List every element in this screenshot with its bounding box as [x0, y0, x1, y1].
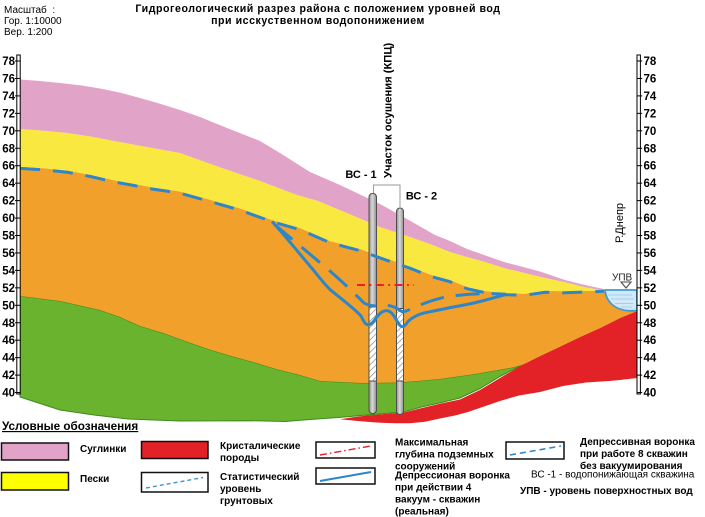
svg-text:76: 76: [2, 74, 15, 86]
svg-text:при исскуственном водопониже: при исскуственном водопонижением: [211, 15, 425, 27]
svg-text:50: 50: [644, 300, 657, 312]
svg-text:ВС -1 - водопонижающая скважин: ВС -1 - водопонижающая скважина: [531, 470, 695, 481]
svg-text:Участок осушения (КПЦ): Участок осушения (КПЦ): [383, 43, 395, 178]
svg-text:72: 72: [644, 108, 657, 120]
svg-text:54: 54: [644, 265, 657, 277]
svg-text:76: 76: [644, 74, 657, 86]
svg-text:сооружений: сооружений: [395, 462, 455, 473]
svg-text:70: 70: [2, 126, 15, 138]
svg-text:56: 56: [644, 248, 657, 260]
svg-text:60: 60: [2, 213, 15, 225]
svg-text:Статистический: Статистический: [220, 472, 299, 483]
svg-text:74: 74: [644, 91, 657, 103]
svg-text:48: 48: [2, 318, 15, 330]
svg-text:Депрессионая воронка: Депрессионая воронка: [395, 471, 510, 482]
svg-text:78: 78: [644, 56, 657, 68]
svg-text:48: 48: [644, 318, 657, 330]
svg-text:Максимальная: Максимальная: [395, 438, 469, 449]
svg-text:глубина подземных: глубина подземных: [395, 449, 494, 461]
svg-text:породы: породы: [220, 453, 259, 464]
svg-text:44: 44: [2, 353, 15, 365]
svg-text:42: 42: [2, 370, 15, 382]
svg-text:46: 46: [644, 335, 657, 347]
svg-text:Масштаб :: Масштаб :: [4, 4, 55, 16]
svg-text:64: 64: [644, 178, 657, 190]
svg-text:ВС - 1: ВС - 1: [345, 169, 376, 181]
svg-text:62: 62: [2, 196, 15, 208]
svg-text:при работе 8 скважин: при работе 8 скважин: [580, 448, 688, 460]
svg-text:Р.Днепр: Р.Днепр: [614, 203, 626, 243]
svg-text:Гор. 1:10000: Гор. 1:10000: [4, 16, 62, 27]
svg-text:Вер. 1:200: Вер. 1:200: [4, 27, 53, 38]
svg-text:66: 66: [644, 161, 657, 173]
svg-text:62: 62: [644, 196, 657, 208]
svg-text:66: 66: [2, 161, 15, 173]
svg-text:УПВ - уровень поверхностных в: УПВ - уровень поверхностных вод: [520, 486, 693, 497]
svg-text:(реальная): (реальная): [395, 507, 449, 517]
svg-text:при действии 4: при действии 4: [395, 483, 472, 494]
svg-text:74: 74: [2, 91, 15, 103]
svg-text:78: 78: [2, 56, 15, 68]
svg-text:54: 54: [2, 265, 15, 277]
svg-text:Условные обозначения: Условные обозначения: [2, 420, 138, 433]
svg-text:УПВ: УПВ: [612, 273, 633, 284]
svg-text:Кристалические: Кристалические: [220, 441, 301, 452]
svg-text:52: 52: [2, 283, 15, 295]
svg-text:58: 58: [2, 231, 15, 243]
svg-text:64: 64: [2, 178, 15, 190]
svg-text:68: 68: [644, 143, 657, 155]
svg-text:вакуум - скважин: вакуум - скважин: [395, 495, 480, 506]
svg-text:Пески: Пески: [80, 474, 109, 485]
svg-text:50: 50: [2, 300, 15, 312]
svg-text:68: 68: [2, 143, 15, 155]
svg-text:70: 70: [644, 126, 657, 138]
svg-text:60: 60: [644, 213, 657, 225]
svg-text:40: 40: [644, 388, 657, 400]
svg-text:уровень: уровень: [220, 484, 261, 495]
svg-text:Гидрогеологический разрез ра: Гидрогеологический разрез района с полож…: [135, 3, 500, 15]
svg-text:ВС - 2: ВС - 2: [406, 191, 437, 203]
svg-text:52: 52: [644, 283, 657, 295]
svg-text:Суглинки: Суглинки: [80, 444, 126, 455]
svg-text:Депрессивная воронка: Депрессивная воронка: [580, 437, 695, 448]
svg-text:72: 72: [2, 108, 15, 120]
svg-text:грунтовых: грунтовых: [220, 496, 273, 507]
svg-text:56: 56: [2, 248, 15, 260]
svg-text:42: 42: [644, 370, 657, 382]
svg-text:40: 40: [2, 388, 15, 400]
svg-text:58: 58: [644, 231, 657, 243]
svg-text:44: 44: [644, 353, 657, 365]
svg-text:46: 46: [2, 335, 15, 347]
svg-text:без вакуумирования: без вакуумирования: [580, 460, 683, 472]
